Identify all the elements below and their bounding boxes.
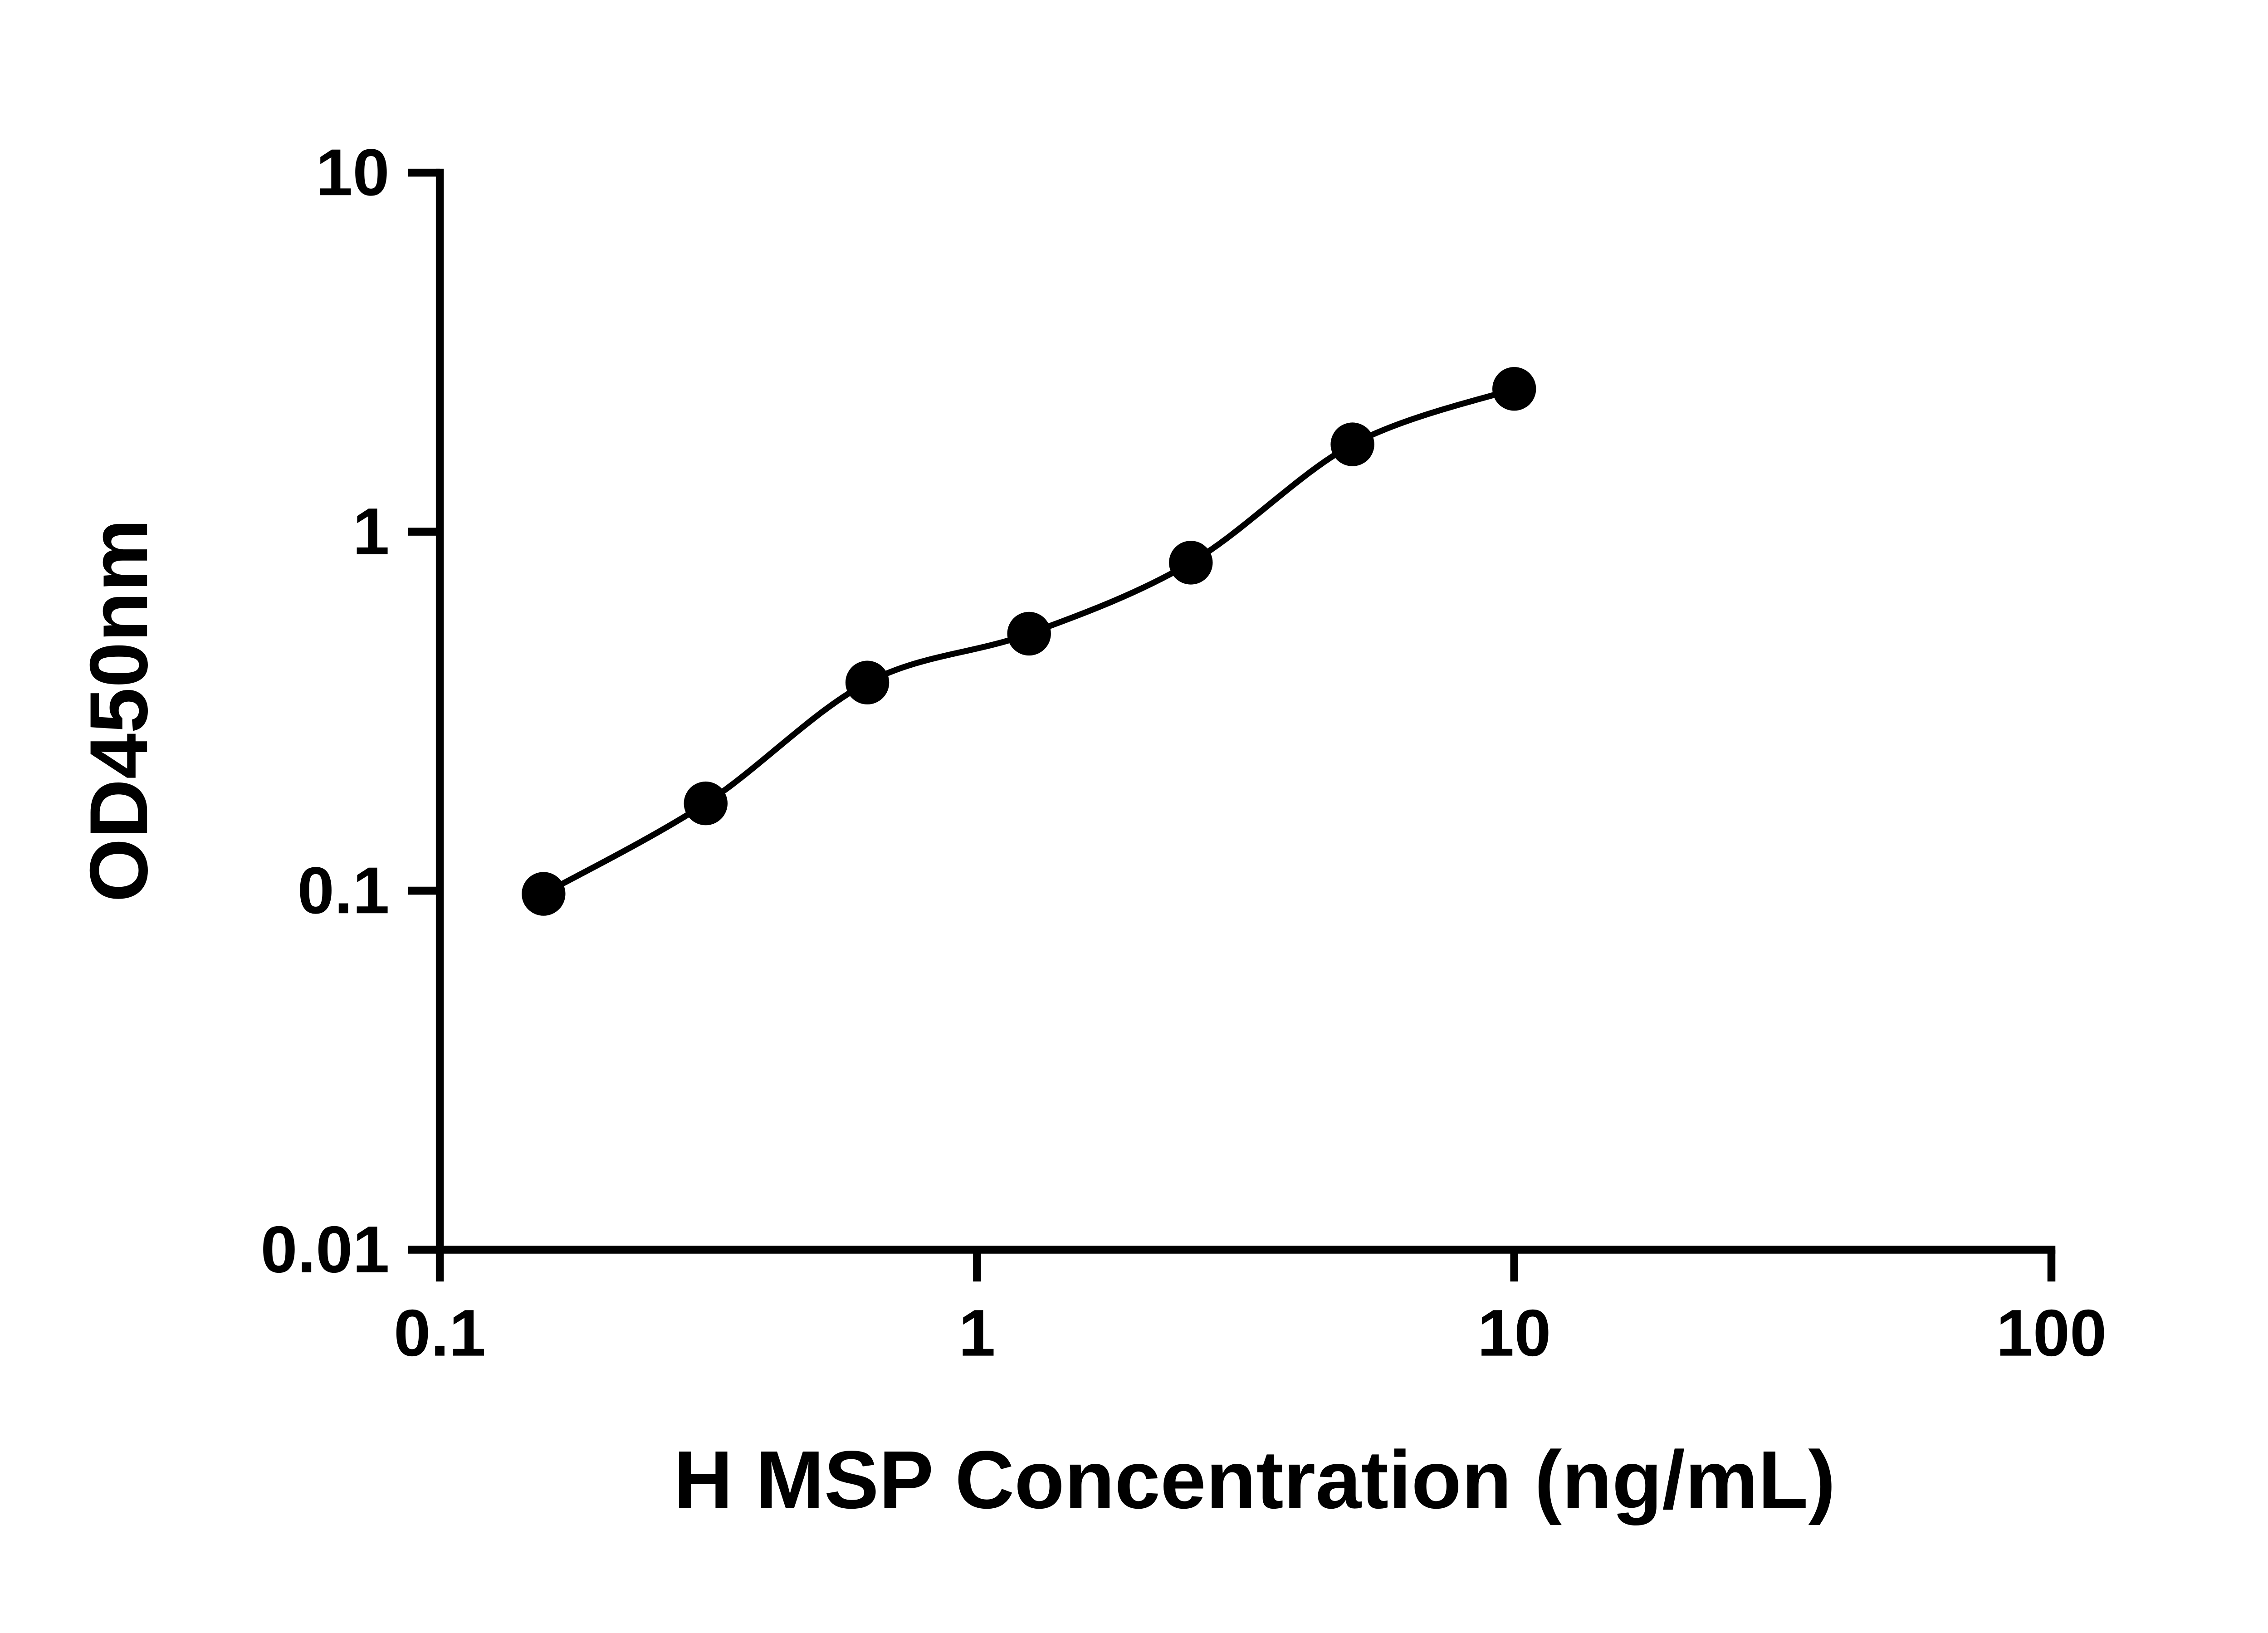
y-tick-label: 10 xyxy=(316,135,389,209)
data-point xyxy=(845,660,890,704)
data-point xyxy=(684,781,728,826)
data-point xyxy=(1330,422,1374,466)
x-tick-label: 10 xyxy=(1477,1296,1551,1370)
x-tick-label: 100 xyxy=(1996,1296,2107,1370)
axes-layer xyxy=(435,168,2056,1254)
x-tick-label: 0.1 xyxy=(394,1296,486,1370)
y-tick-label: 0.1 xyxy=(298,853,390,927)
series-layer xyxy=(522,367,1536,916)
data-point xyxy=(1169,541,1213,585)
x-axis-title: H MSP Concentration (ng/mL) xyxy=(674,1434,1836,1526)
y-tick-label: 0.01 xyxy=(260,1213,389,1286)
data-point xyxy=(1007,611,1051,656)
y-axis-title: OD450nm xyxy=(73,519,165,902)
y-tick-label: 1 xyxy=(352,494,389,568)
x-tick-label: 1 xyxy=(958,1296,995,1370)
data-point xyxy=(522,872,566,916)
data-point xyxy=(1492,367,1536,411)
